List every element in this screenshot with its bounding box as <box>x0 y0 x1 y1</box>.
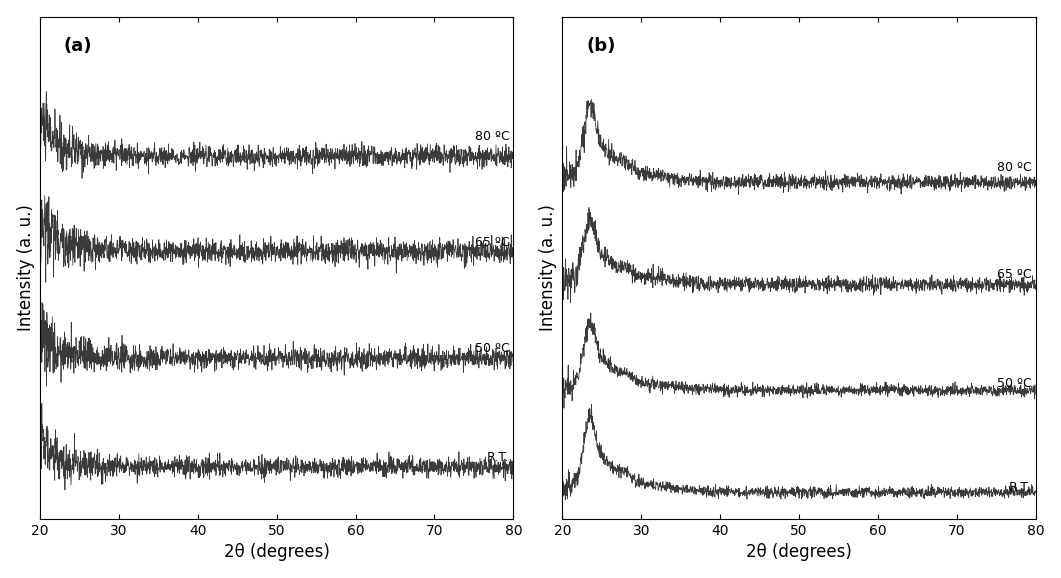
Text: 80 ºC: 80 ºC <box>997 161 1031 174</box>
X-axis label: 2θ (degrees): 2θ (degrees) <box>746 543 852 561</box>
Text: 65 ºC: 65 ºC <box>997 268 1031 281</box>
Text: R.T.: R.T. <box>487 451 509 465</box>
Text: 65 ºC: 65 ºC <box>474 236 509 249</box>
Text: 50 ºC: 50 ºC <box>474 342 509 355</box>
Text: 80 ºC: 80 ºC <box>474 130 509 143</box>
X-axis label: 2θ (degrees): 2θ (degrees) <box>224 543 330 561</box>
Y-axis label: Intensity (a. u.): Intensity (a. u.) <box>17 205 35 331</box>
Text: R.T.: R.T. <box>1009 481 1031 494</box>
Text: (b): (b) <box>586 37 615 55</box>
Text: 50 ºC: 50 ºC <box>997 376 1031 390</box>
Text: (a): (a) <box>64 37 92 55</box>
Y-axis label: Intensity (a. u.): Intensity (a. u.) <box>539 205 557 331</box>
